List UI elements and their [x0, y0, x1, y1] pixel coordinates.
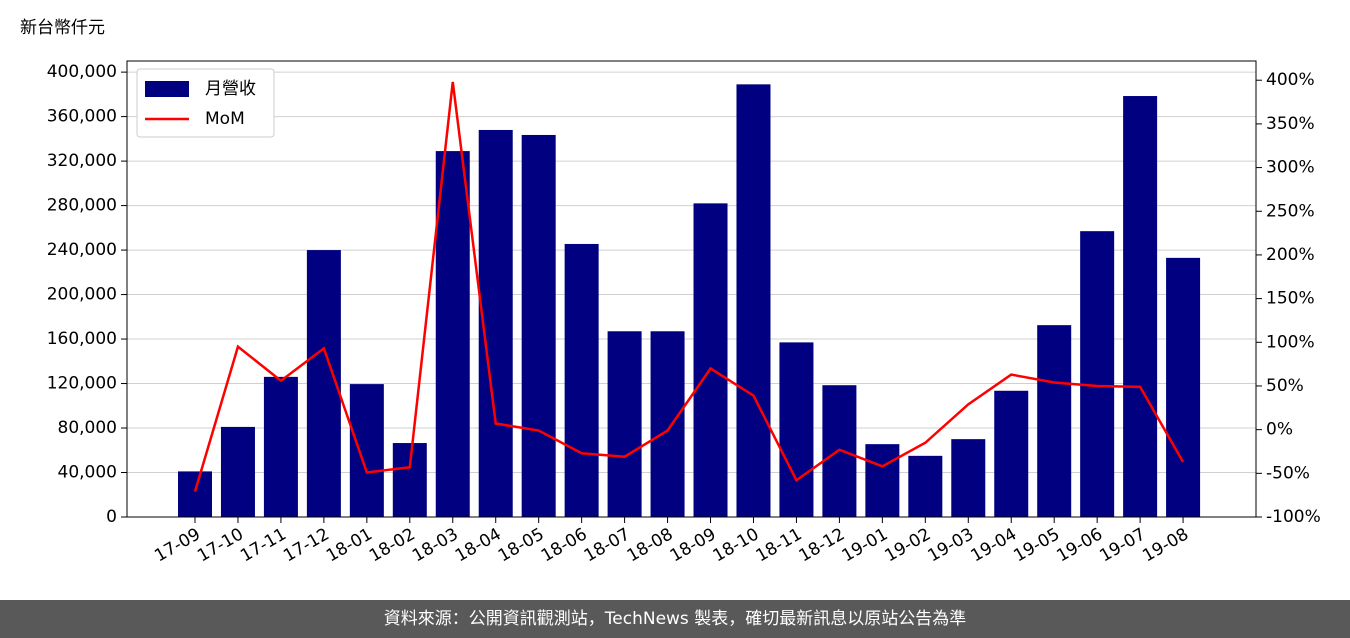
chart: 新台幣仟元 0 40,000 80,000 120,000 160,000 200,000… [20, 18, 1321, 566]
bar [607, 331, 642, 517]
y2-tick-label: 350% [1266, 114, 1315, 134]
x-tick-label: 17-10 [194, 524, 247, 566]
y-tick-label: 360,000 [47, 107, 117, 127]
x-tick-label: 18-04 [452, 524, 505, 566]
x-tick-label: 19-03 [924, 524, 977, 566]
y2-tick-label: 150% [1266, 289, 1315, 309]
bar [650, 331, 685, 517]
x-tick-label: 19-02 [882, 524, 935, 566]
y-tick-label: 160,000 [47, 329, 117, 349]
x-tick-label: 18-12 [796, 524, 849, 566]
x-tick-label: 18-09 [667, 524, 720, 566]
y2-tick-label: 250% [1266, 201, 1315, 221]
legend-label: 月營收 [205, 79, 256, 99]
bar [693, 203, 728, 518]
y-axis-label: 新台幣仟元 [20, 18, 105, 38]
x-tick-label: 18-10 [710, 524, 763, 566]
bar [564, 243, 599, 517]
y-tick-label: 200,000 [47, 285, 117, 305]
x-tick-label: 19-06 [1053, 524, 1106, 566]
x-tick-label: 18-05 [495, 524, 548, 566]
bar [349, 384, 384, 517]
x-tick-label: 18-06 [538, 524, 591, 566]
y2-tick-label: 0% [1266, 420, 1293, 440]
y-tick-label: 240,000 [47, 240, 117, 260]
x-tick-label: 19-04 [967, 524, 1020, 566]
y-tick-label: 40,000 [58, 463, 117, 483]
y2-tick-label: -100% [1266, 507, 1321, 527]
bar [220, 426, 255, 517]
x-tick-label: 19-07 [1096, 524, 1149, 566]
x-tick-label: 18-01 [323, 524, 376, 566]
bar [435, 151, 470, 517]
y2-tick-label: 200% [1266, 245, 1315, 265]
bar [1166, 257, 1201, 517]
bar [736, 84, 771, 518]
y2-tick-label: 400% [1266, 70, 1315, 90]
x-tick-label: 18-08 [624, 524, 677, 566]
x-tick-label: 19-01 [839, 524, 892, 566]
y-tick-label: 80,000 [58, 418, 117, 438]
y2-tick-label: 50% [1266, 376, 1304, 396]
y-tick-label: 0 [106, 507, 117, 527]
bar [779, 342, 814, 517]
y2-tick-label: 100% [1266, 332, 1315, 352]
x-tick-label: 17-09 [151, 524, 204, 566]
footer: 資料來源：公開資訊觀測站，TechNews 製表，確切最新訊息以原站公告為準 [0, 600, 1350, 638]
x-tick-label: 18-03 [409, 524, 462, 566]
bar [521, 134, 556, 517]
x-tick-label: 19-08 [1139, 524, 1192, 566]
y-tick-label: 400,000 [47, 62, 117, 82]
plot-frame [126, 60, 1257, 518]
x-tick-label: 17-12 [280, 524, 333, 566]
bar [1080, 231, 1115, 518]
bar [263, 376, 298, 517]
bar [908, 455, 943, 517]
y2-tick-label: -50% [1266, 463, 1310, 483]
y-tick-label: 120,000 [47, 374, 117, 394]
legend-label: MoM [205, 109, 245, 129]
bar [392, 443, 427, 517]
x-tick-label: 18-11 [753, 524, 806, 566]
bar [994, 390, 1029, 517]
bar [1123, 96, 1158, 517]
x-tick-label: 17-11 [237, 524, 290, 566]
legend-swatch [145, 81, 189, 97]
y-tick-label: 320,000 [47, 151, 117, 171]
x-tick-label: 18-07 [581, 524, 634, 566]
x-tick-label: 18-02 [366, 524, 419, 566]
y-tick-label: 280,000 [47, 196, 117, 216]
bar [1037, 325, 1072, 517]
bar [951, 439, 986, 517]
y2-tick-label: 300% [1266, 158, 1315, 178]
bar [178, 471, 212, 517]
line [193, 81, 1185, 493]
bar [865, 444, 900, 517]
x-tick-label: 19-05 [1010, 524, 1063, 566]
